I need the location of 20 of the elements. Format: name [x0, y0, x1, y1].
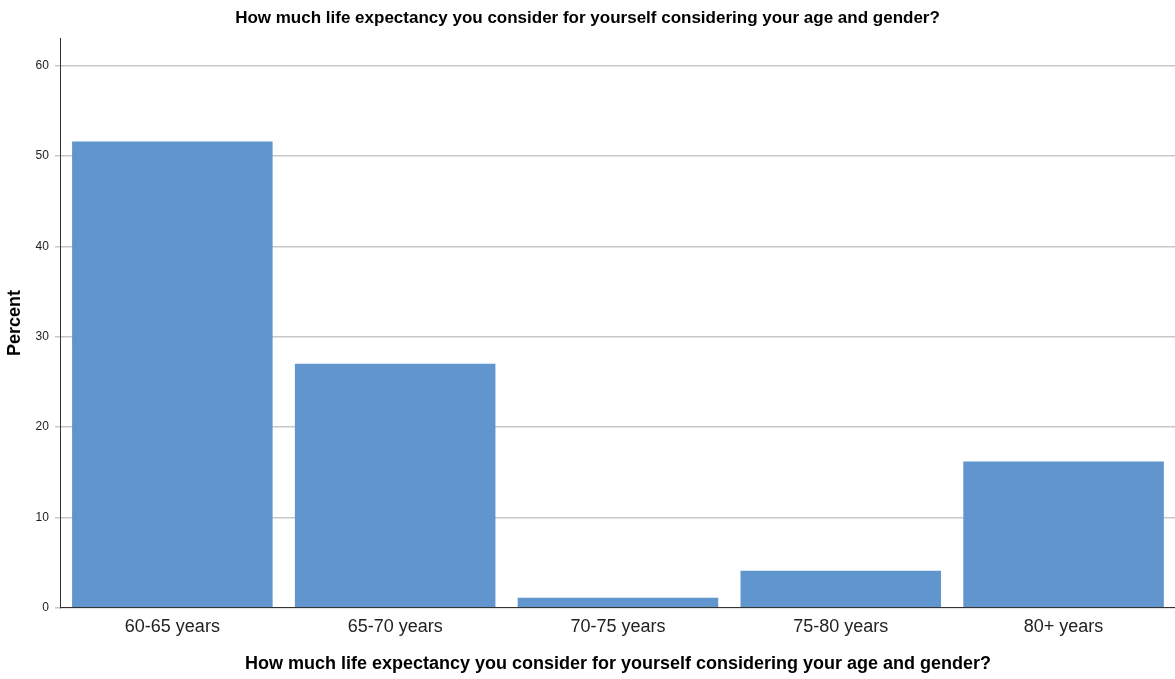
bar: [72, 141, 273, 608]
x-axis-title: How much life expectancy you consider for yourself considering your age and gender?: [244, 653, 992, 674]
y-axis-title: Percent: [3, 290, 24, 357]
y-tick-label: 40: [35, 238, 50, 253]
x-tick-label: 60-65 years: [124, 615, 220, 636]
y-tick-label: 0: [42, 600, 50, 615]
bar: [963, 461, 1164, 608]
y-tick-label: 60: [35, 57, 50, 72]
y-tick-label: 30: [35, 328, 50, 343]
x-tick-label: 65-70 years: [347, 615, 443, 636]
bar: [740, 570, 942, 608]
chart-title: How much life expectancy you consider for yourself considering your age and gender?: [235, 7, 940, 27]
y-tick-label: 20: [35, 419, 50, 434]
x-tick-label: 70-75 years: [570, 615, 666, 636]
bar: [294, 363, 496, 608]
y-tick-label: 50: [35, 148, 50, 163]
bar: [517, 597, 719, 608]
y-tick-label: 10: [35, 509, 50, 524]
x-tick-label: 75-80 years: [793, 615, 889, 636]
x-tick-label: 80+ years: [1023, 615, 1104, 636]
